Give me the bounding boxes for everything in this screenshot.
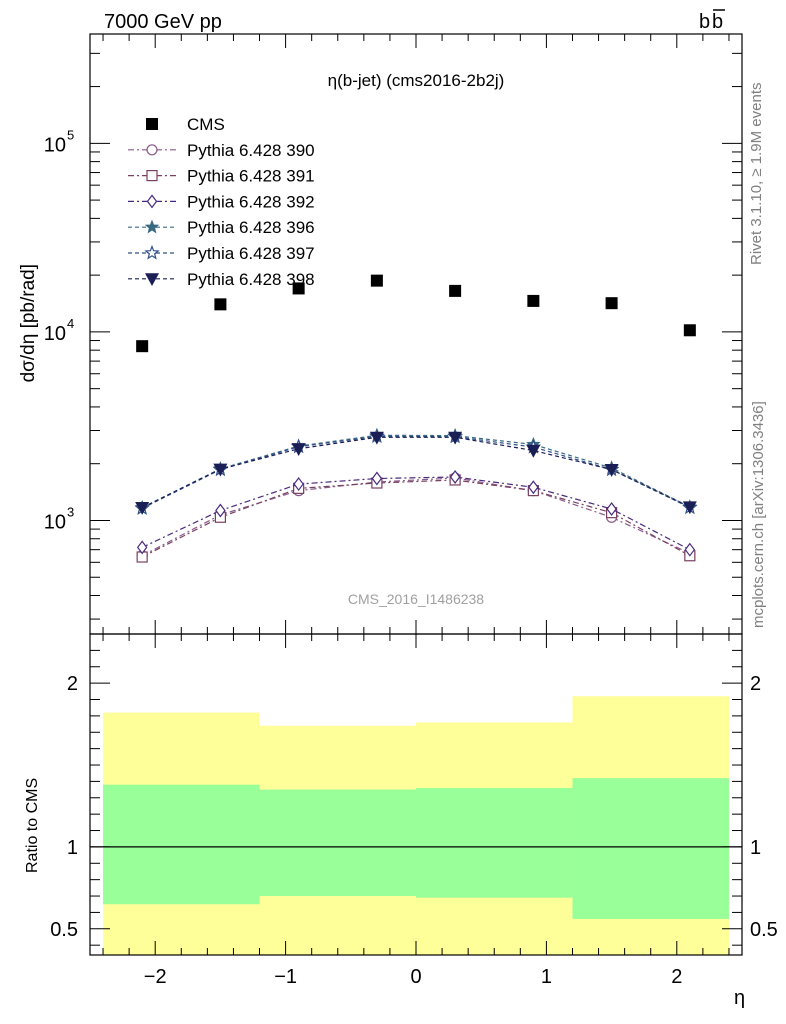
legend-label: Pythia 6.428 397: [187, 244, 315, 263]
x-tick-label: −1: [274, 966, 297, 988]
series-point: [449, 470, 461, 485]
series-point: [371, 471, 383, 486]
legend-marker: [144, 219, 160, 234]
ratio-y-tick-label: 0.5: [50, 919, 78, 941]
main-y-tick-label: 10: [44, 323, 66, 345]
process-label: b b: [699, 9, 725, 33]
main-y-tick-exponent: 5: [67, 127, 74, 142]
series-line: [141, 434, 691, 509]
x-tick-label: −2: [144, 966, 167, 988]
series-3: [136, 470, 696, 557]
cms-data-point: [214, 298, 227, 311]
x-tick-label: 0: [410, 966, 421, 988]
cms-data-series: [136, 274, 696, 353]
main-y-tick-exponent: 4: [67, 316, 74, 331]
legend-marker: [146, 170, 158, 182]
mcplots-label: mcplots.cern.ch [arXiv:1306.3436]: [750, 401, 767, 628]
x-tick-label: 1: [541, 966, 552, 988]
x-axis-label: η: [734, 987, 745, 1009]
x-tick-label: 2: [671, 966, 682, 988]
series-point: [291, 443, 306, 457]
series-point: [606, 502, 617, 517]
legend-entry: Pythia 6.428 398: [128, 270, 315, 289]
series-point: [604, 464, 619, 477]
series-point: [213, 463, 228, 477]
legend-entry: Pythia 6.428 390: [128, 141, 315, 160]
cms-data-point: [449, 284, 462, 297]
ratio-band-inner: [572, 778, 729, 919]
ratio-y-tick-label-right: 2: [750, 673, 761, 695]
legend-label: Pythia 6.428 391: [187, 167, 315, 186]
series-point: [684, 542, 696, 557]
main-y-tick-label: 10: [44, 511, 66, 533]
series-line: [141, 436, 691, 509]
ratio-panel: −2 −1 0 1 2 0.5 0.5 1 1 2 2 Ratio to CMS η: [24, 633, 778, 1009]
legend-entry-cms: CMS: [146, 115, 225, 134]
watermark: CMS_2016_I1486238: [348, 591, 484, 607]
legend-entry: Pythia 6.428 397: [128, 244, 315, 263]
cms-data-point: [605, 297, 618, 310]
series-line: [141, 476, 691, 551]
cms-data-point: [527, 294, 540, 307]
series-point: [293, 477, 304, 492]
series-line: [141, 477, 691, 557]
ratio-y-tick-label-right: 0.5: [750, 919, 778, 941]
main-y-tick-label: 10: [44, 134, 66, 156]
ratio-band-inner: [416, 787, 573, 898]
ratio-y-axis-label: Ratio to CMS: [24, 778, 41, 873]
legend-entry: Pythia 6.428 391: [128, 167, 315, 186]
series-point: [369, 431, 384, 445]
legend-label: Pythia 6.428 390: [187, 141, 315, 160]
cms-data-point: [370, 274, 383, 287]
series-point: [682, 501, 697, 515]
ratio-band-inner: [103, 784, 260, 905]
ratio-y-tick-label: 1: [67, 837, 78, 859]
legend-label: Pythia 6.428 396: [187, 218, 315, 237]
series-point: [215, 503, 226, 518]
legend-entry: Pythia 6.428 392: [128, 192, 315, 211]
cms-data-point: [683, 324, 696, 337]
legend-label: Pythia 6.428 392: [187, 192, 315, 211]
ratio-band-inner: [259, 789, 416, 897]
cms-data-point: [136, 340, 149, 353]
legend-label: CMS: [187, 115, 225, 134]
series-point: [136, 540, 148, 555]
rivet-version-label: Rivet 3.1.10, ≥ 1.9M events: [748, 83, 765, 266]
legend-marker: [144, 244, 160, 260]
series-point: [135, 502, 150, 515]
cms-data-point: [292, 282, 305, 295]
legend-entry: Pythia 6.428 396: [128, 218, 315, 237]
legend-marker: [146, 144, 158, 156]
series-point: [448, 431, 463, 445]
series-6: [135, 431, 697, 515]
legend-marker: [144, 273, 160, 287]
series-line: [141, 479, 691, 558]
legend-label: Pythia 6.428 398: [187, 270, 315, 289]
svg-text:b: b: [699, 11, 710, 33]
legend: CMS Pythia 6.428 390 Pythia 6.428 391 Pythi…: [128, 115, 315, 289]
series-point: [528, 480, 539, 495]
main-y-tick-exponent: 3: [67, 504, 74, 519]
legend-marker: [146, 118, 158, 130]
ratio-y-tick-label: 2: [67, 673, 78, 695]
svg-text:b: b: [712, 11, 723, 33]
ratio-y-tick-label-right: 1: [750, 837, 761, 859]
main-y-axis-label: dσ/dη [pb/rad]: [18, 264, 39, 382]
main-title: η(b-jet) (cms2016-2b2j): [328, 71, 505, 90]
series-point: [526, 444, 541, 458]
collision-label: 7000 GeV pp: [104, 11, 222, 33]
legend-marker: [146, 194, 158, 209]
